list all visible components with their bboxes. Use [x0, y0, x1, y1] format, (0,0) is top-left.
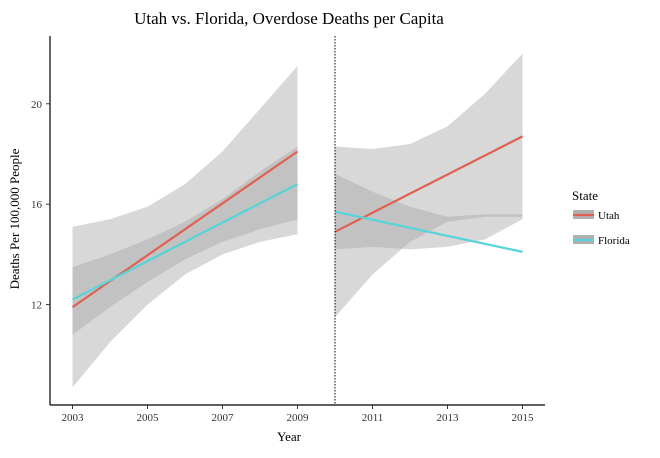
x-tick-label: 2011 [362, 412, 384, 424]
x-tick-label: 2005 [137, 412, 160, 424]
y-axis-title: Deaths Per 100,000 People [7, 148, 22, 289]
trend-line-florida-pre [71, 183, 299, 301]
y-tick-label: 12 [31, 300, 42, 312]
legend-title: State [572, 188, 598, 203]
legend-label-utah: Utah [598, 210, 620, 222]
x-tick-label: 2013 [437, 412, 460, 424]
y-tick-label: 16 [31, 199, 43, 211]
confidence-band-florida-pre [72, 66, 298, 388]
x-axis-ticks: 2003 2005 2007 2009 2011 2013 2015 [62, 405, 535, 424]
legend-label-florida: Florida [598, 235, 630, 247]
legend: State Utah Florida [572, 188, 630, 247]
x-axis-title: Year [277, 429, 302, 444]
trend-lines [71, 135, 523, 309]
chart-title: Utah vs. Florida, Overdose Deaths per Ca… [134, 9, 444, 28]
x-tick-label: 2007 [212, 412, 235, 424]
y-tick-label: 20 [31, 99, 43, 111]
y-axis-ticks: 12 16 20 [31, 99, 50, 312]
confidence-bands [72, 53, 523, 388]
confidence-band-utah-pre [72, 146, 298, 335]
trend-line-utah-post [334, 135, 523, 233]
trend-line-florida-post [334, 210, 523, 253]
confidence-band-utah-post [335, 53, 523, 250]
x-tick-label: 2015 [512, 412, 535, 424]
legend-items: Utah Florida [573, 210, 630, 247]
x-tick-label: 2003 [62, 412, 85, 424]
confidence-band-florida-post [335, 174, 523, 318]
x-tick-label: 2009 [287, 412, 310, 424]
